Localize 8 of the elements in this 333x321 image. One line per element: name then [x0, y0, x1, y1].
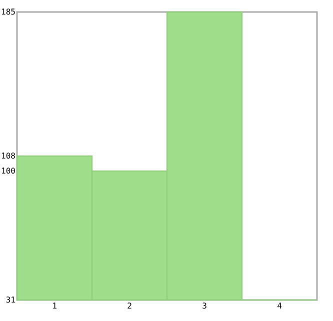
y-tick-label: 31: [6, 296, 16, 304]
x-tick-label: 1: [52, 302, 58, 310]
x-tick-label: 3: [202, 302, 208, 310]
x-tick-label: 4: [277, 302, 282, 310]
y-tick-label: 185: [1, 8, 16, 16]
y-tick-label: 108: [1, 152, 16, 160]
x-tick-label: 2: [127, 302, 132, 310]
y-tick-label: 100: [1, 166, 16, 176]
